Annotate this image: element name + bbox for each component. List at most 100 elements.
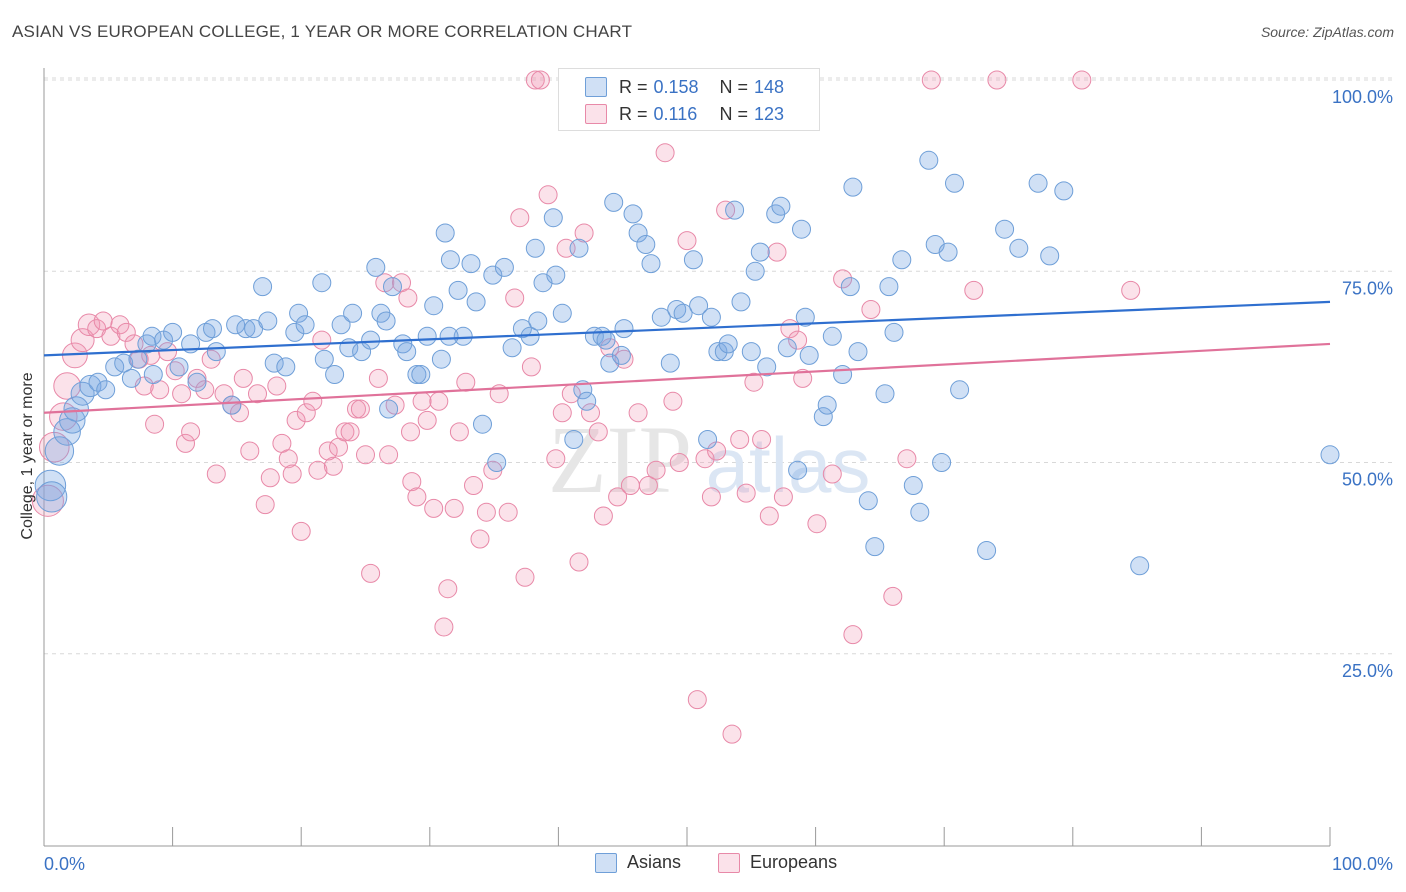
european-point	[248, 384, 267, 404]
asian-point	[289, 303, 309, 323]
asian-point	[932, 453, 952, 472]
european-point	[286, 410, 306, 430]
watermark: ZIP atlas	[548, 406, 870, 513]
european-point	[464, 476, 483, 495]
asian-point	[169, 357, 189, 377]
european-point	[843, 625, 863, 645]
european-point	[379, 445, 399, 465]
legend-n-value: 148	[754, 77, 785, 97]
asian-point	[995, 219, 1015, 239]
asian-points	[34, 150, 1340, 576]
legend-r-value: 0.116	[653, 104, 698, 124]
european-point	[752, 430, 772, 449]
european-point	[736, 483, 756, 503]
european-point	[476, 502, 496, 522]
european-point	[260, 468, 280, 488]
asian-point	[36, 481, 68, 513]
european-point	[347, 399, 366, 419]
asian-point	[718, 334, 738, 354]
asian-point	[636, 235, 656, 254]
asian-point	[799, 345, 819, 365]
european-point	[552, 403, 572, 423]
asian-point	[435, 223, 455, 243]
asian-point	[203, 319, 222, 339]
european-point	[356, 445, 375, 465]
legend-item-asians: Asians	[595, 852, 681, 873]
asian-point	[187, 372, 207, 392]
european-point	[195, 380, 215, 400]
asian-point	[817, 395, 837, 415]
asian-swatch	[585, 77, 607, 97]
european-point	[822, 464, 842, 484]
asian-point	[945, 173, 964, 193]
asian-point	[222, 395, 242, 415]
asian-point	[431, 349, 451, 369]
european-point	[172, 384, 192, 404]
european-point	[861, 300, 881, 319]
asian-point	[822, 326, 842, 346]
asian-point	[114, 353, 134, 373]
european-point	[620, 476, 640, 495]
asian-point	[285, 322, 305, 342]
asian-point	[143, 365, 163, 384]
european-point	[897, 449, 917, 469]
legend-item-europeans: Europeans	[718, 852, 837, 873]
asian-point	[343, 303, 363, 323]
asian-point	[683, 250, 703, 270]
european-swatch	[585, 104, 607, 124]
european-point	[807, 514, 827, 534]
european-point	[921, 70, 941, 90]
asian-point	[725, 200, 745, 220]
asian-point	[1040, 246, 1060, 266]
european-point	[1121, 280, 1141, 300]
european-point	[638, 476, 658, 495]
european-point	[308, 460, 328, 480]
european-point	[165, 361, 185, 381]
asian-point	[569, 238, 589, 258]
asian-point	[366, 257, 386, 277]
asian-point	[63, 396, 89, 422]
european-point	[335, 422, 355, 442]
asian-point	[361, 330, 381, 350]
european-point	[498, 502, 518, 522]
asian-point	[142, 326, 162, 346]
asian-point	[34, 469, 67, 502]
asian-point	[376, 311, 396, 331]
european-point	[116, 322, 136, 342]
european-point	[593, 506, 613, 526]
european-point	[176, 433, 195, 453]
european-point	[722, 724, 742, 744]
european-point	[556, 238, 576, 258]
european-point	[677, 231, 697, 251]
legend-n-label: N =	[719, 104, 749, 124]
asian-point	[379, 399, 399, 419]
european-point	[646, 460, 666, 480]
asian-point	[512, 319, 532, 339]
asian-point	[397, 342, 417, 362]
chart-title: ASIAN VS EUROPEAN COLLEGE, 1 YEAR OR MOR…	[12, 22, 633, 41]
european-trend-line	[43, 342, 1331, 414]
asian-point	[1054, 181, 1074, 201]
asian-point	[494, 257, 514, 277]
asian-point	[596, 330, 616, 350]
asian-point	[577, 391, 597, 411]
y-tick-label: 25.0%	[1342, 661, 1393, 681]
european-point	[412, 391, 432, 411]
european-point	[438, 579, 458, 599]
asian-point	[487, 453, 507, 472]
european-point	[964, 280, 984, 300]
legend-r-label: R =	[619, 104, 648, 124]
asian-point	[411, 365, 431, 384]
asian-point	[792, 219, 811, 239]
european-point	[744, 372, 764, 392]
asian-point	[875, 384, 895, 404]
asian-point	[439, 326, 459, 346]
asian-point	[623, 204, 643, 224]
asian-point	[573, 380, 593, 400]
european-point	[181, 422, 201, 442]
grid-lines	[44, 77, 1392, 655]
y-tick-labels: 25.0% 50.0% 75.0% 100.0%	[1332, 87, 1393, 681]
asian-point	[502, 338, 522, 358]
european-point	[767, 242, 787, 262]
european-point	[510, 208, 530, 228]
